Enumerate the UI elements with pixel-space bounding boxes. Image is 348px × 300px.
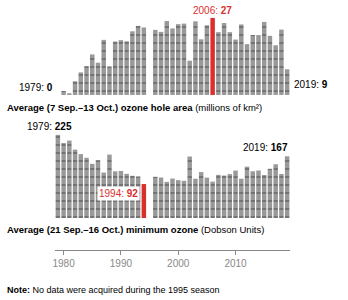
svg-text:2019: 9: 2019: 9 [294, 79, 328, 90]
svg-text:1979: 0: 1979: 0 [19, 82, 53, 93]
svg-text:1980: 1980 [52, 258, 75, 269]
svg-text:1994: 92: 1994: 92 [99, 188, 138, 199]
svg-text:Average (21 Sep.–16 Oct.) mini: Average (21 Sep.–16 Oct.) minimum ozone … [7, 224, 264, 235]
svg-text:2019: 167: 2019: 167 [243, 142, 288, 153]
svg-text:2006: 27: 2006: 27 [193, 5, 232, 16]
svg-text:1990: 1990 [110, 258, 133, 269]
svg-text:2010: 2010 [224, 258, 247, 269]
svg-text:Note: No data were acquired du: Note: No data were acquired during the 1… [7, 285, 220, 295]
svg-text:1979: 225: 1979: 225 [27, 121, 72, 132]
svg-text:2000: 2000 [167, 258, 190, 269]
svg-text:Average (7 Sep.–13 Oct.) ozone: Average (7 Sep.–13 Oct.) ozone hole area… [7, 102, 262, 113]
